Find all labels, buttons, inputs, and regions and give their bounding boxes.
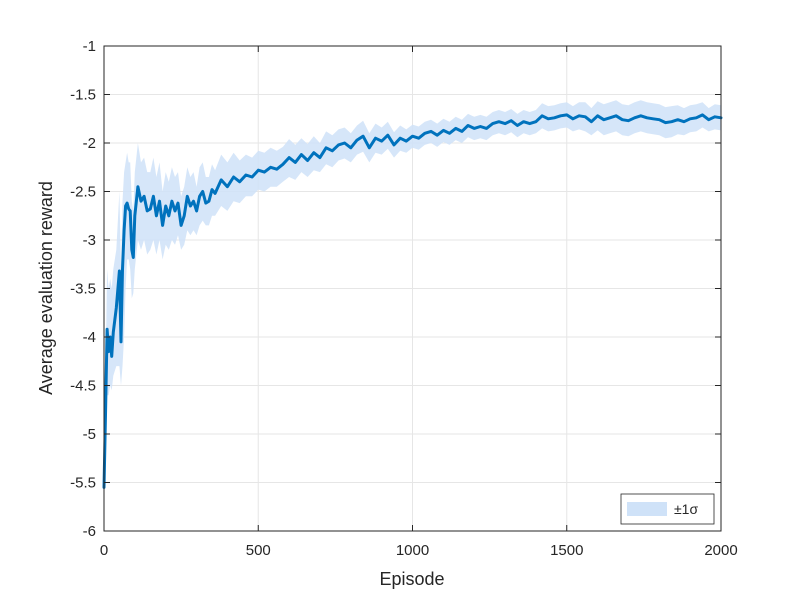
x-tick-label: 500 [246, 542, 271, 559]
y-tick-label: -5.5 [70, 475, 96, 492]
mean-reward-line [102, 113, 723, 489]
x-axis-ticks: 0 500 1000 1500 2000 [100, 46, 738, 559]
x-tick-label: 1500 [550, 542, 583, 559]
y-axis-label: Average evaluation reward [36, 181, 56, 395]
legend-band-swatch [627, 502, 667, 516]
y-tick-label: -3 [83, 232, 96, 249]
y-tick-label: -1 [83, 38, 96, 55]
y-tick-label: -6 [83, 523, 96, 540]
legend: ±1σ [620, 493, 715, 525]
mean-line-layer [102, 113, 723, 489]
y-tick-label: -4 [83, 329, 96, 346]
y-tick-label: -5 [83, 426, 96, 443]
legend-band-label: ±1σ [674, 501, 698, 517]
y-tick-label: -2.5 [70, 184, 96, 201]
y-tick-label: -3.5 [70, 281, 96, 298]
y-tick-label: -1.5 [70, 87, 96, 104]
x-tick-label: 1000 [396, 542, 429, 559]
x-tick-label: 0 [100, 542, 108, 559]
y-axis-ticks: -6 -5.5 -5 -4.5 -4 -3.5 -3 -2.5 -2 -1.5 -1 [70, 38, 721, 540]
y-tick-label: -4.5 [70, 378, 96, 395]
x-axis-label: Episode [379, 569, 444, 589]
y-tick-label: -2 [83, 135, 96, 152]
x-tick-label: 2000 [704, 542, 737, 559]
